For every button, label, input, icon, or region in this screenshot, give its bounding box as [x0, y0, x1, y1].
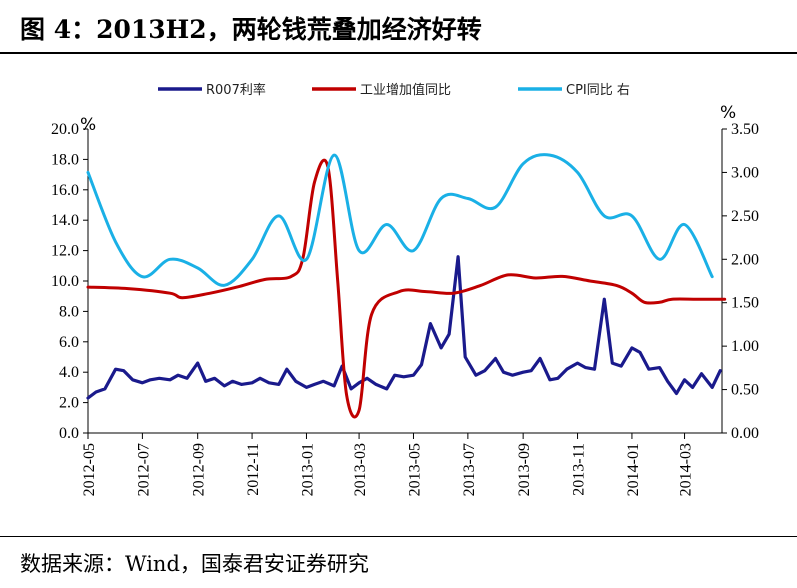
- right-tick-label: 3.50: [731, 121, 759, 138]
- x-tick-label: 2013-01: [299, 443, 316, 496]
- series-line-industry: [86, 158, 727, 419]
- left-tick-label: 12.0: [51, 243, 79, 260]
- right-tick-label: 1.50: [731, 295, 759, 312]
- title-rule: [0, 52, 797, 54]
- left-tick-label: 14.0: [51, 212, 79, 229]
- right-tick-label: 2.50: [731, 208, 759, 225]
- left-tick-label: 8.0: [59, 303, 79, 320]
- series-line-r007: [86, 255, 722, 400]
- figure-title: 图 4：2013H2，两轮钱荒叠加经济好转: [20, 15, 482, 44]
- legend-item-r007-label: R007利率: [206, 82, 266, 98]
- right-tick-label: 0.00: [731, 425, 759, 442]
- x-tick-label: 2013-09: [516, 443, 533, 496]
- footer-rule: [0, 536, 797, 537]
- x-tick-label: 2013-05: [406, 443, 423, 496]
- right-tick-label: 3.00: [731, 164, 759, 181]
- series-lines: [86, 153, 727, 419]
- right-tick-label: 2.00: [731, 251, 759, 268]
- right-tick-label: 0.50: [731, 382, 759, 399]
- x-tick-label: 2012-05: [81, 443, 98, 496]
- left-tick-label: 18.0: [51, 151, 79, 168]
- legend-item-cpi-label: CPI同比 右: [566, 83, 630, 98]
- axes: 0.0 2.0 4.0 6.0 8.0 10.0 12.0 14.0 16.0 18.0 20.0 0…: [51, 121, 759, 496]
- x-tick-label: 2014-03: [678, 443, 695, 496]
- legend-item-industry-label: 工业增加值同比: [360, 82, 451, 98]
- source-note: 数据来源：Wind，国泰君安证券研究: [20, 552, 369, 576]
- x-tick-label: 2013-11: [571, 443, 588, 496]
- left-tick-label: 0.0: [59, 425, 79, 442]
- right-axis-unit: %: [720, 103, 736, 123]
- x-tick-label: 2014-01: [625, 443, 642, 496]
- series-line-cpi: [86, 153, 714, 287]
- x-tick-label: 2012-11: [245, 443, 262, 496]
- x-tick-label: 2012-07: [135, 443, 152, 496]
- left-tick-label: 6.0: [59, 334, 79, 351]
- left-tick-label: 2.0: [59, 395, 79, 412]
- legend: R007利率 工业增加值同比 CPI同比 右: [158, 82, 630, 98]
- left-tick-label: 16.0: [51, 182, 79, 199]
- left-tick-label: 10.0: [51, 273, 79, 290]
- left-tick-label: 4.0: [59, 364, 79, 381]
- right-tick-label: 1.00: [731, 338, 759, 355]
- x-tick-label: 2013-07: [461, 443, 478, 496]
- left-tick-label: 20.0: [51, 121, 79, 138]
- left-axis-unit: %: [80, 115, 96, 135]
- x-tick-label: 2012-09: [191, 443, 208, 496]
- x-tick-label: 2013-03: [352, 443, 369, 496]
